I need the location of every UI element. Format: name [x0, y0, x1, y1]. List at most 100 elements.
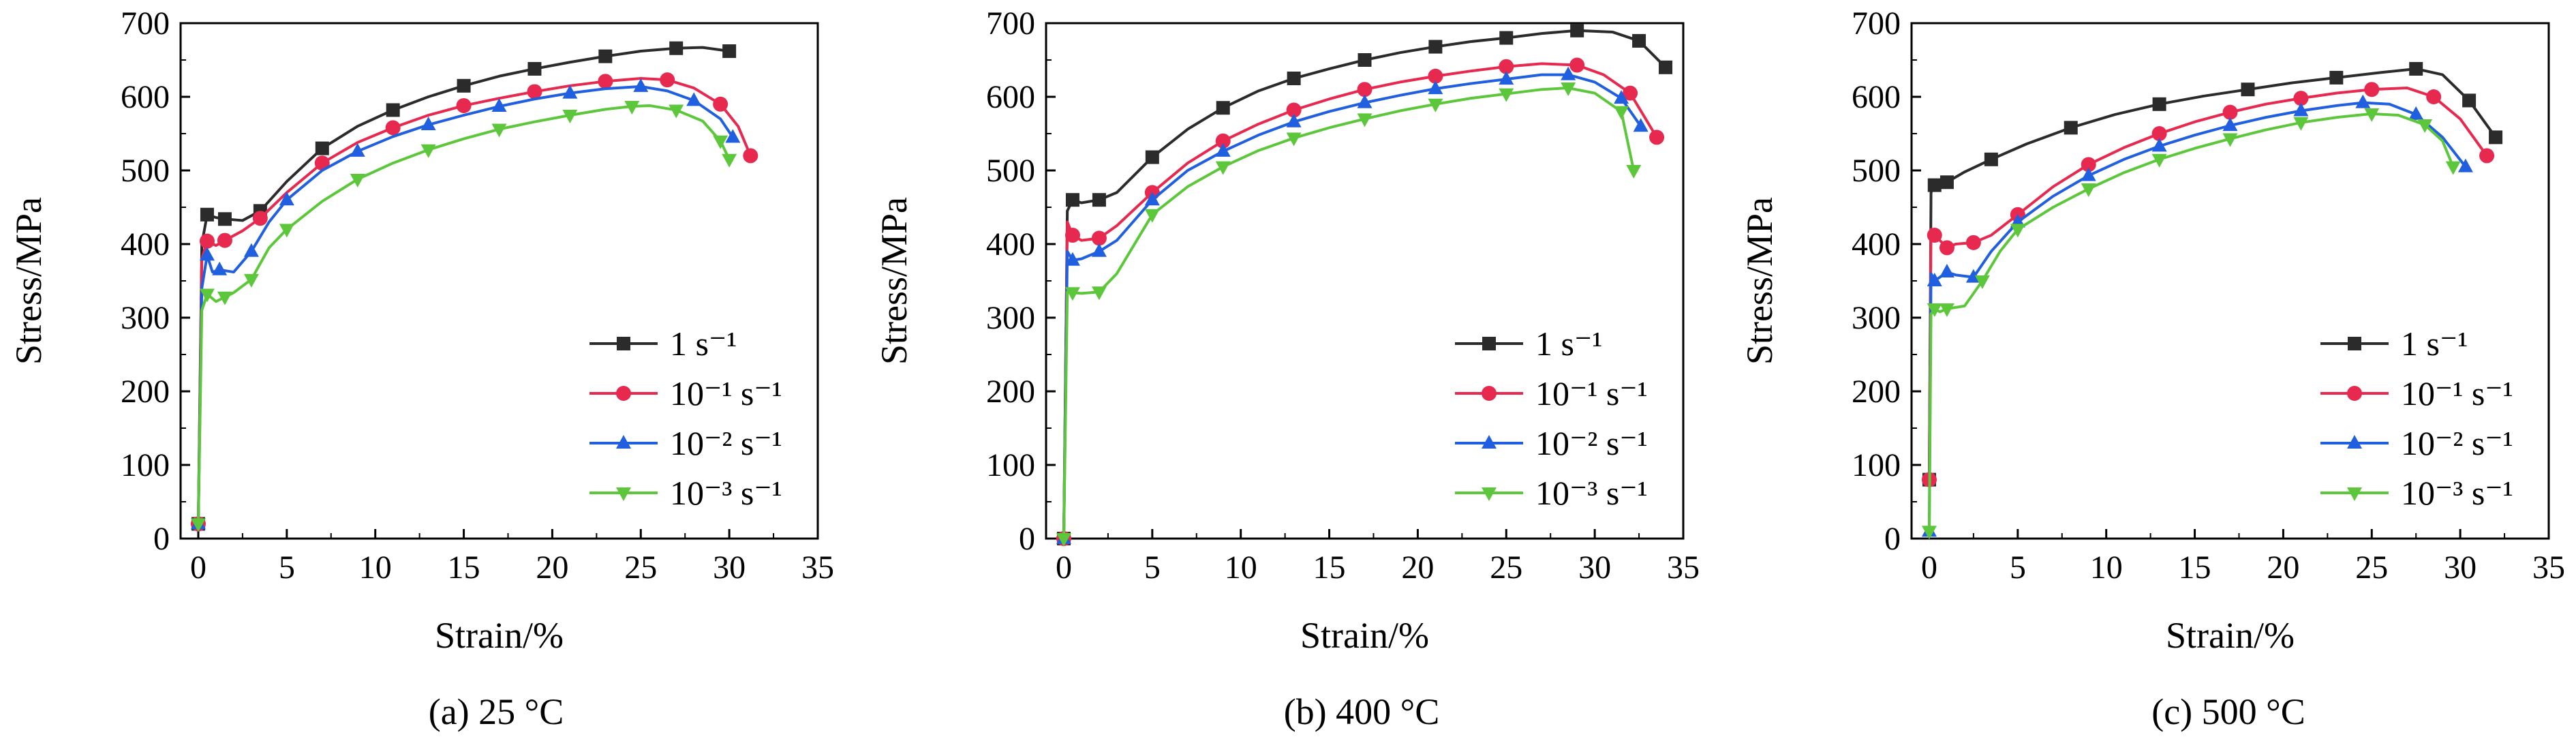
data-point [1974, 275, 1990, 289]
legend-swatch-marker [2347, 487, 2362, 501]
y-tick-label: 200 [121, 374, 170, 410]
y-tick-label: 400 [1852, 226, 1901, 262]
data-point [1287, 72, 1301, 85]
data-point [1064, 287, 1080, 301]
data-point [669, 104, 684, 119]
y-tick-label: 100 [121, 447, 170, 483]
data-point [212, 261, 228, 275]
data-point [633, 78, 649, 92]
data-point [1056, 533, 1071, 547]
x-tick-label: 15 [448, 549, 480, 586]
data-point [1626, 165, 1642, 179]
y-tick-label: 400 [986, 226, 1035, 262]
data-point [1428, 40, 1443, 54]
x-tick-label: 30 [2444, 549, 2477, 586]
legend-label: 1 s⁻¹ [670, 325, 737, 363]
legend-swatch-marker [616, 386, 631, 401]
y-tick-label: 0 [153, 521, 170, 557]
x-tick-label: 15 [1313, 549, 1346, 586]
x-tick-label: 35 [801, 549, 834, 586]
data-point [2364, 108, 2380, 122]
x-tick-label: 25 [1490, 549, 1522, 586]
chart-panel-3: 0 5 10 15 20 25 30 35 0 100 200 300 400 500 600 700 Stra… [1739, 5, 2565, 732]
series-line [1062, 62, 1658, 539]
x-tick-label: 30 [1578, 549, 1611, 586]
legend-swatch-marker [2347, 435, 2362, 449]
data-point [1659, 60, 1673, 74]
data-point [1499, 31, 1514, 45]
data-point [2409, 61, 2423, 76]
data-point [2457, 158, 2473, 172]
data-point [527, 84, 542, 100]
chart-panel-1: 0 5 10 15 20 25 30 35 0 100 200 300 400 500 600 700 Stra… [8, 5, 834, 732]
legend-swatch-marker [617, 337, 630, 350]
data-point [314, 155, 330, 171]
data-point [2426, 89, 2442, 104]
x-tick-label: 0 [1056, 549, 1072, 586]
data-point [1091, 286, 1107, 301]
data-point [2151, 153, 2167, 168]
data-point [1145, 150, 1159, 164]
series-line [1062, 29, 1667, 539]
data-point [598, 49, 613, 63]
legend-label: 10⁻² s⁻¹ [2401, 424, 2513, 462]
legend: 1 s⁻¹ 10⁻¹ s⁻¹ 10⁻² s⁻¹ 10⁻³ s⁻¹ [589, 325, 782, 512]
data-point [1286, 132, 1302, 147]
legend-swatch-marker [616, 435, 631, 449]
data-point [1614, 106, 1629, 120]
y-tick-label: 700 [986, 5, 1035, 42]
legend-label: 10⁻¹ s⁻¹ [670, 374, 782, 412]
series-4 [1921, 108, 2461, 540]
data-point [420, 117, 436, 131]
data-point [2222, 133, 2238, 147]
x-tick-label: 15 [2179, 549, 2211, 586]
data-point [1215, 133, 1231, 149]
y-tick-label: 300 [1852, 300, 1901, 336]
data-point [1428, 98, 1443, 112]
y-tick-label: 200 [1852, 374, 1901, 410]
data-point [1144, 209, 1160, 223]
x-tick-label: 5 [279, 549, 295, 586]
panel-caption: (b) 400 °C [1284, 691, 1440, 732]
data-point [1927, 178, 1942, 192]
data-point [713, 135, 729, 149]
data-point [243, 273, 259, 288]
y-tick-label: 0 [1019, 521, 1035, 557]
data-point [1561, 82, 1576, 97]
data-point [1357, 94, 1373, 108]
y-tick-label: 500 [121, 153, 170, 189]
data-point [350, 142, 365, 157]
x-tick-label: 10 [2090, 549, 2123, 586]
data-point [1428, 68, 1443, 84]
data-point [562, 110, 578, 123]
data-point [2489, 130, 2503, 145]
y-tick-label: 600 [986, 79, 1035, 115]
x-tick-label: 25 [624, 549, 657, 586]
y-tick-label: 400 [121, 226, 170, 262]
data-point [315, 141, 329, 155]
x-tick-label: 0 [1921, 549, 1937, 586]
series-line [1927, 87, 2488, 480]
data-point [2445, 161, 2461, 175]
legend-label: 10⁻³ s⁻¹ [670, 474, 782, 512]
data-point [456, 97, 472, 113]
x-tick-label: 0 [190, 549, 206, 586]
chart-panel-2: 0 5 10 15 20 25 30 35 0 100 200 300 400 500 600 700 Stra… [874, 5, 1700, 732]
data-point [1064, 252, 1080, 266]
legend-label: 10⁻² s⁻¹ [670, 424, 782, 462]
y-axis-label: Stress/MPa [8, 197, 49, 365]
data-point [1286, 113, 1302, 127]
x-tick-label: 10 [1225, 549, 1257, 586]
legend-swatch-marker [1482, 386, 1497, 401]
series-line [1927, 101, 2467, 532]
data-point [1144, 192, 1160, 206]
series-line [1062, 87, 1636, 539]
data-point [457, 78, 471, 93]
data-point [527, 61, 542, 76]
data-point [252, 211, 268, 226]
y-tick-label: 300 [986, 300, 1035, 336]
data-point [2417, 119, 2433, 134]
data-point [1065, 193, 1079, 207]
series-line [1062, 73, 1642, 539]
data-point [1927, 228, 1942, 243]
